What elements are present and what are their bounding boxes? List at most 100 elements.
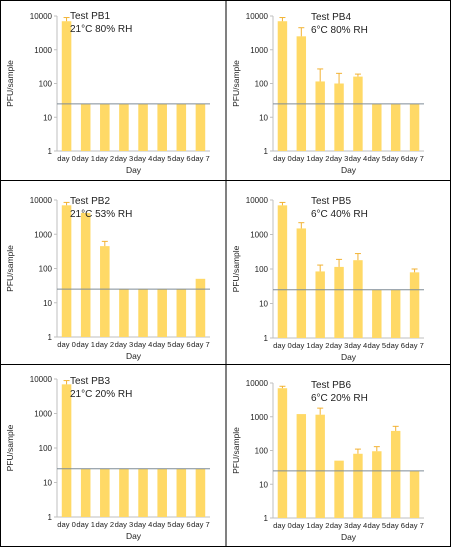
chart-title: Test PB6: [311, 380, 351, 391]
x-axis-title: Day: [341, 165, 357, 175]
bar: [138, 103, 148, 151]
x-tick-label: day 2: [311, 521, 330, 530]
x-tick-label: day 6: [172, 340, 191, 349]
bar: [296, 228, 307, 338]
x-tick-label: day 3: [115, 154, 134, 163]
bar: [334, 460, 344, 518]
x-tick-label: day 6: [172, 154, 191, 163]
bar: [390, 103, 401, 151]
y-axis-title: PFU/sample: [5, 60, 15, 107]
y-tick-label: 10: [43, 113, 52, 122]
y-tick-label: 10000: [30, 196, 53, 205]
bar: [334, 266, 344, 338]
bar: [315, 414, 325, 518]
bar: [315, 271, 325, 338]
y-tick-label: 100: [39, 444, 53, 453]
bar: [176, 289, 187, 337]
x-tick-label: day 0: [57, 340, 76, 349]
x-axis-title: Day: [126, 351, 142, 361]
bar: [409, 103, 420, 151]
chart-panel-6: 1 10 100 1000 10000 day 0 day 1 day 2 day 3 day 4…: [231, 379, 424, 542]
y-axis-title: PFU/sample: [5, 424, 15, 471]
bar: [390, 289, 401, 338]
y-axis-title: PFU/sample: [231, 427, 241, 474]
bar: [138, 289, 148, 337]
x-tick-label: day 0: [57, 154, 76, 163]
chart-panel-2: 1 10 100 1000 10000 day 0 day 1 day 2 day 3 day 4…: [231, 12, 424, 175]
x-tick-label: day 0: [273, 521, 292, 530]
y-tick-label: 10: [259, 113, 268, 122]
y-tick-label: 100: [39, 80, 53, 89]
x-tick-label: day 3: [115, 520, 134, 529]
y-tick-label: 10000: [246, 196, 269, 205]
y-tick-label: 1: [264, 334, 269, 343]
chart-subtitle: 21°C 53% RH: [70, 209, 132, 220]
bar: [157, 468, 167, 517]
chart-panel-3: 1 10 100 1000 10000 day 0 day 1 day 2 day 3 day 4…: [5, 196, 210, 361]
x-tick-label: day 5: [368, 154, 387, 163]
chart-subtitle: 21°C 80% RH: [70, 24, 132, 35]
x-tick-label: day 2: [311, 154, 330, 163]
x-tick-label: day 7: [191, 154, 210, 163]
y-tick-label: 1000: [34, 230, 52, 239]
bar: [100, 246, 110, 337]
y-tick-label: 100: [39, 265, 53, 274]
bar: [61, 21, 72, 152]
chart-title: Test PB1: [70, 11, 110, 22]
bar: [334, 83, 344, 151]
bar: [277, 205, 288, 338]
bar: [100, 103, 110, 151]
bar: [176, 468, 187, 517]
chart-panel-4: 1 10 100 1000 10000 day 0 day 1 day 2 day 3 day 4…: [231, 196, 424, 362]
x-tick-label: day 6: [386, 341, 405, 350]
x-tick-label: day 1: [76, 154, 95, 163]
y-tick-label: 1000: [250, 231, 268, 240]
bar: [119, 103, 129, 151]
bar: [353, 76, 363, 151]
y-tick-label: 100: [255, 265, 269, 274]
y-tick-label: 10000: [246, 379, 269, 388]
bar: [372, 103, 382, 151]
y-tick-label: 10000: [30, 375, 53, 384]
bar: [372, 289, 382, 338]
bar: [195, 278, 206, 337]
y-tick-label: 1: [264, 147, 269, 156]
x-axis-title: Day: [341, 532, 357, 542]
x-tick-label: day 5: [153, 340, 172, 349]
y-tick-label: 1: [48, 513, 53, 522]
bar: [353, 260, 363, 338]
y-tick-label: 10000: [30, 12, 53, 21]
y-tick-label: 1: [48, 333, 53, 342]
x-tick-label: day 7: [405, 521, 424, 530]
x-tick-label: day 4: [349, 521, 368, 530]
bar: [277, 388, 288, 518]
x-tick-label: day 4: [134, 340, 153, 349]
x-tick-label: day 1: [292, 521, 311, 530]
x-tick-label: day 1: [292, 341, 311, 350]
bar: [100, 468, 110, 517]
chart-title: Test PB4: [311, 12, 351, 23]
chart-panel-1: 1 10 100 1000 10000 day 0 day 1 day 2 day 3 day 4…: [5, 11, 210, 175]
y-tick-label: 1: [48, 147, 53, 156]
bar: [195, 103, 206, 151]
x-tick-label: day 0: [57, 520, 76, 529]
x-tick-label: day 7: [191, 340, 210, 349]
y-tick-label: 100: [255, 447, 269, 456]
x-tick-label: day 2: [96, 154, 115, 163]
bar: [80, 212, 91, 337]
chart-title: Test PB5: [311, 196, 351, 207]
x-tick-label: day 7: [191, 520, 210, 529]
y-tick-label: 1: [264, 514, 269, 523]
bar: [372, 451, 382, 518]
y-tick-label: 100: [255, 80, 269, 89]
x-tick-label: day 6: [386, 154, 405, 163]
bar: [296, 36, 307, 152]
x-tick-label: day 2: [311, 341, 330, 350]
y-tick-label: 1000: [250, 46, 268, 55]
y-tick-label: 10: [259, 480, 268, 489]
chart-subtitle: 6°C 80% RH: [311, 25, 368, 36]
x-tick-label: day 6: [172, 520, 191, 529]
y-tick-label: 10: [43, 479, 52, 488]
bar: [176, 103, 187, 151]
